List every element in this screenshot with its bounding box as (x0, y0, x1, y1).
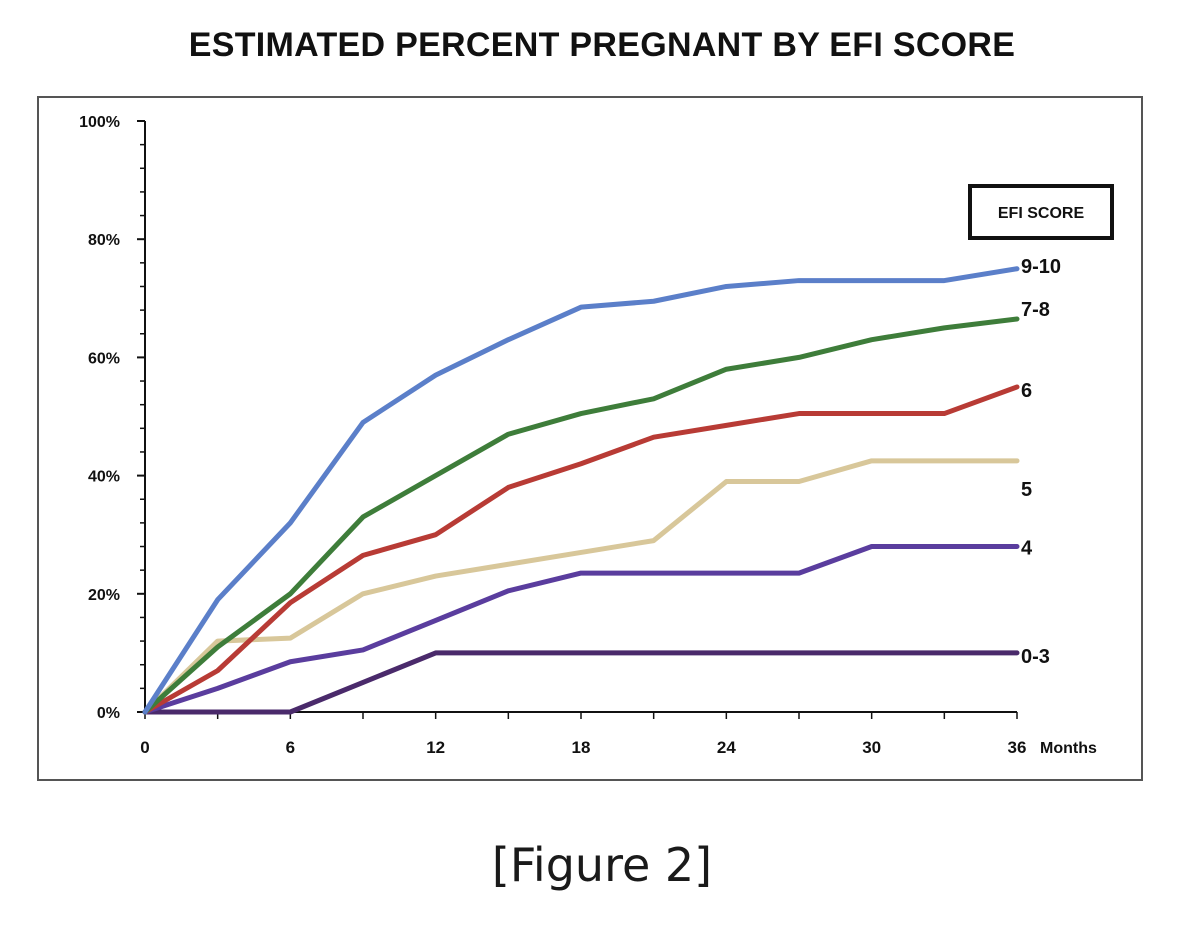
x-axis-label: Months (1040, 740, 1097, 757)
figure-caption: [Figure 2] (0, 838, 1204, 892)
y-tick-label: 20% (88, 587, 120, 604)
series-end-label: 9-10 (1021, 256, 1061, 278)
series-end-label: 6 (1021, 380, 1032, 402)
y-tick-label: 60% (88, 350, 120, 367)
series-end-label: 0-3 (1021, 646, 1050, 668)
chart-canvas: 0% 20% 40% 60% 80% 100% 0 6 12 18 24 30 36 9-10 7-8 6… (0, 0, 1204, 938)
series-end-label: 5 (1021, 479, 1032, 501)
x-tick-label: 6 (286, 738, 295, 757)
y-tick-label: 0% (97, 705, 120, 722)
x-tick-label: 24 (717, 738, 736, 757)
legend-title: EFI SCORE (998, 205, 1085, 222)
x-tick-label: 30 (862, 738, 881, 757)
y-tick-label: 40% (88, 469, 120, 486)
legend-box: EFI SCORE (970, 186, 1112, 238)
series-end-label: 4 (1021, 538, 1033, 560)
x-tick-label: 12 (426, 738, 445, 757)
x-tick-label: 36 (1008, 738, 1027, 757)
series-end-label: 7-8 (1021, 299, 1050, 321)
x-tick-label: 0 (140, 738, 149, 757)
y-tick-label: 80% (88, 232, 120, 249)
y-tick-label: 100% (79, 114, 120, 131)
x-tick-label: 18 (572, 738, 591, 757)
